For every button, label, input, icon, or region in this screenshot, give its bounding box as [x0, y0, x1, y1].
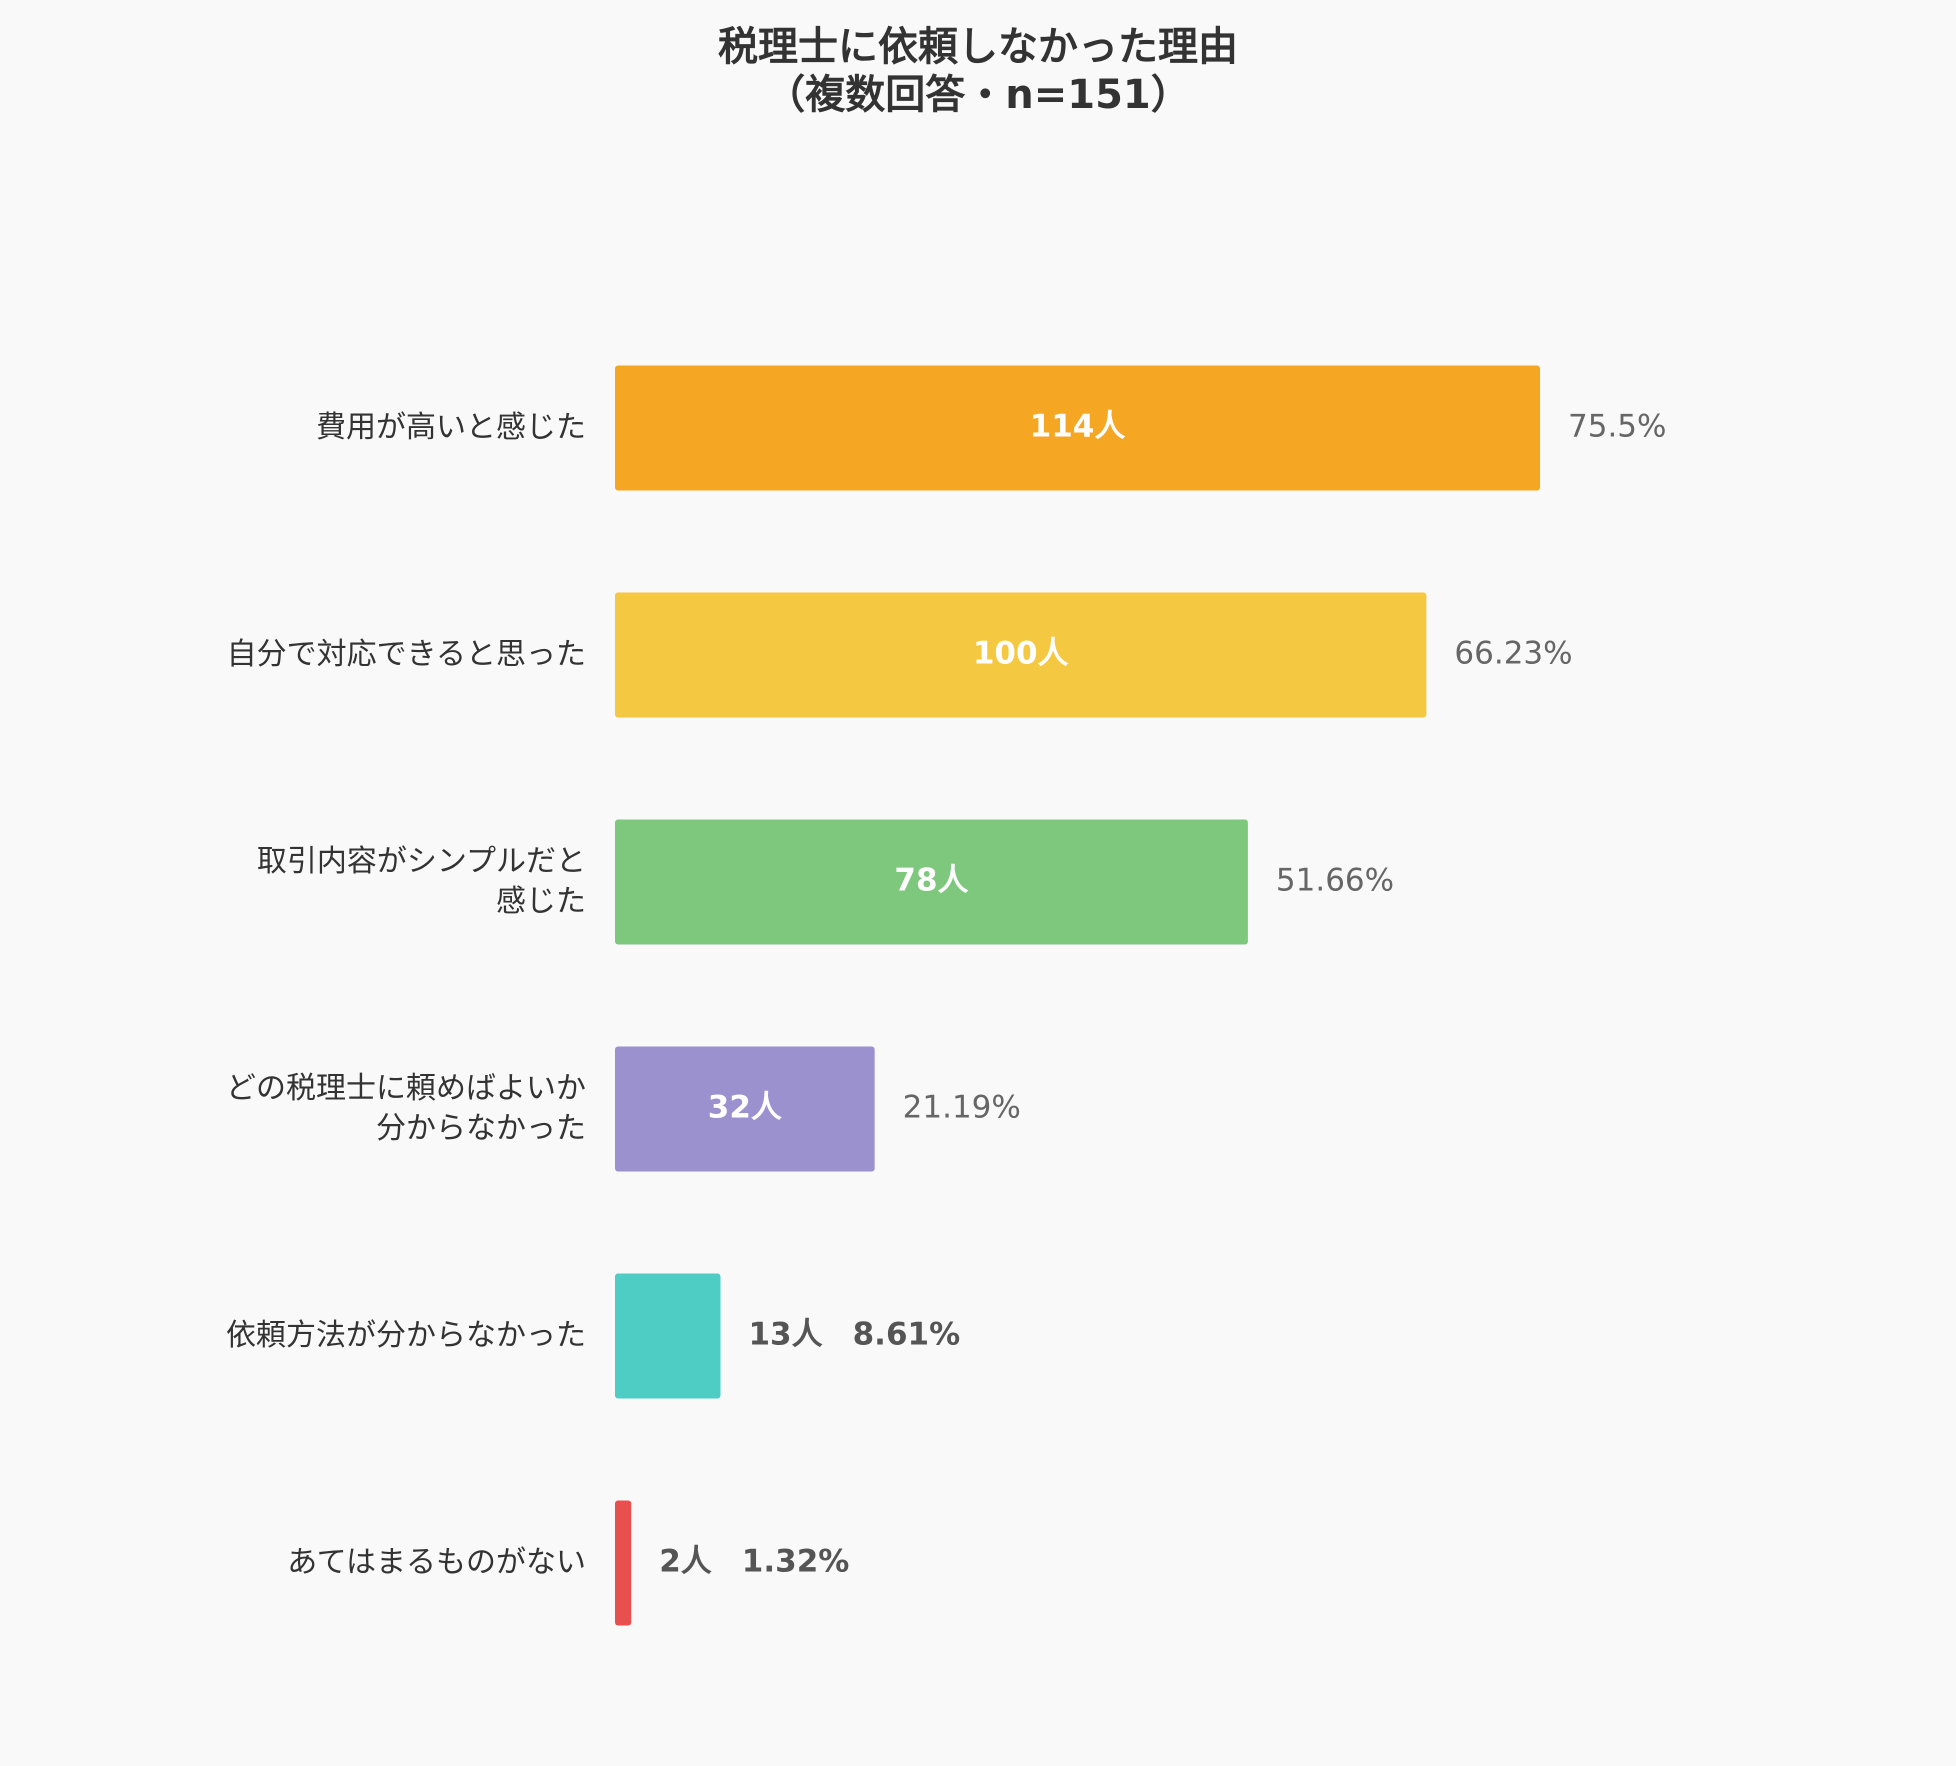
value-label: 100人: [973, 636, 1069, 672]
category-label: あてはまるものがない: [287, 1545, 586, 1580]
value-label: 32人: [708, 1090, 782, 1126]
chart-subtitle: （複数回答・n=151）: [765, 72, 1191, 118]
category-label: 依頼方法が分からなかった: [226, 1318, 586, 1353]
value-label: 78人: [894, 863, 968, 899]
bar: [615, 592, 1427, 718]
percent-label: 66.23%: [1454, 636, 1572, 672]
percent-label: 1.32%: [742, 1544, 850, 1580]
percent-label: 21.19%: [903, 1090, 1021, 1126]
category-label: 費用が高いと感じた: [316, 410, 586, 445]
category-label: 自分で対応できると思った: [226, 637, 586, 672]
bar: [615, 365, 1540, 491]
percent-label: 51.66%: [1276, 863, 1394, 899]
bar: [615, 1500, 632, 1626]
chart-title: 税理士に依頼しなかった理由: [718, 24, 1238, 70]
percent-label: 8.61%: [853, 1317, 961, 1353]
percent-label: 75.5%: [1568, 409, 1666, 445]
category-label: 取引内容がシンプルだと 感じた: [256, 844, 586, 919]
bar: [615, 819, 1248, 945]
bar: [615, 1273, 721, 1399]
category-label: どの税理士に頼めばよいか 分からなかった: [226, 1071, 586, 1146]
bar: [615, 1046, 875, 1172]
value-label: 2人: [659, 1544, 712, 1580]
value-label: 13人: [748, 1317, 822, 1353]
value-label: 114人: [1030, 409, 1126, 445]
